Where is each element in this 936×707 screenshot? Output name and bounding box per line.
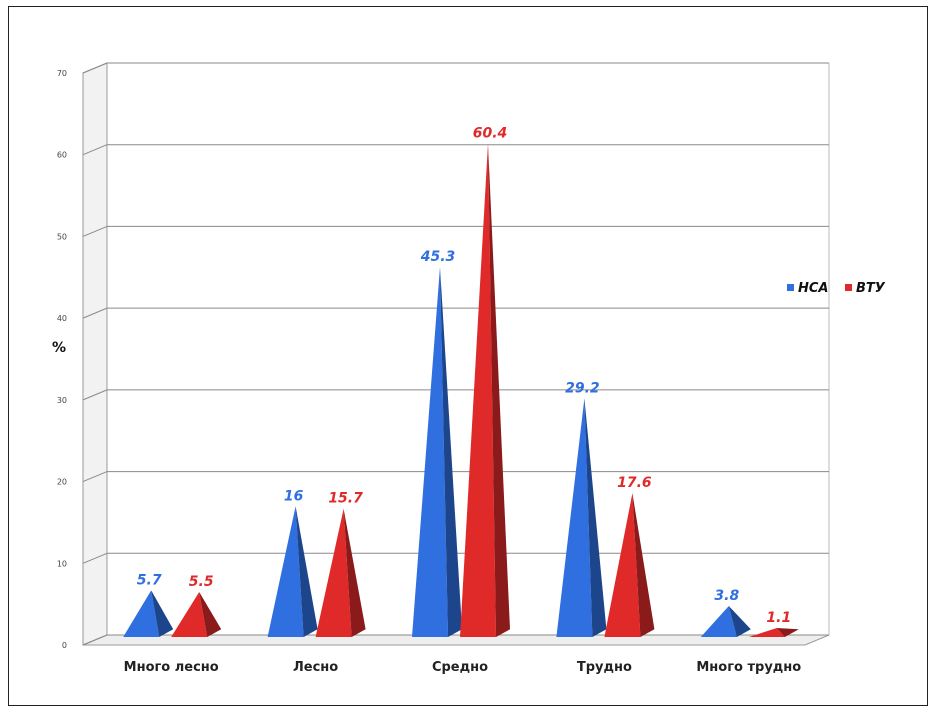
category-label: Трудно: [577, 660, 632, 675]
legend-label: ВТУ: [856, 281, 886, 296]
data-label: 3.8: [714, 588, 739, 604]
y-tick-label: 40: [57, 314, 67, 323]
y-tick-label: 60: [57, 151, 67, 160]
pyramid-вту-side: [343, 508, 366, 637]
legend-swatch: [787, 284, 794, 291]
pyramid-вту-face: [315, 508, 352, 637]
y-axis-label: %: [52, 340, 66, 356]
gridline-side: [82, 144, 108, 156]
y-tick-label: 20: [57, 478, 67, 487]
y-tick-label: 0: [62, 641, 67, 650]
chart-frame: 0 10 20 30 40 50 60 70% 5.7 5.5 Много лесно 16 15.7 Л…: [8, 6, 928, 706]
category-label: Много трудно: [696, 660, 801, 675]
pyramid-вту-side: [632, 493, 655, 637]
data-label: 17.6: [617, 475, 652, 491]
pyramid-вту-side: [488, 143, 510, 637]
data-label: 16: [284, 488, 304, 504]
data-label: 5.5: [189, 574, 214, 590]
pyramid-нса-face: [123, 590, 160, 637]
pyramid-нса-face: [267, 506, 304, 637]
y-tick-label: 50: [57, 232, 67, 241]
legend-label: НСА: [798, 281, 828, 296]
data-label: 5.7: [137, 572, 162, 588]
pyramid-вту-face: [604, 493, 641, 637]
pyramid-вту-side: [776, 628, 799, 637]
y-tick-label: 70: [57, 69, 67, 78]
pyramid-вту-face: [748, 628, 785, 637]
category-label: Много лесно: [124, 660, 219, 675]
data-label: 45.3: [420, 249, 456, 265]
pyramid-нса-face: [556, 398, 593, 637]
gridline-side: [82, 389, 108, 401]
gridline-side: [82, 225, 108, 237]
gridline-side: [82, 307, 108, 319]
pyramid-нса-side: [728, 605, 751, 637]
gridline-side: [82, 634, 108, 646]
y-tick-label: 10: [57, 559, 67, 568]
pyramid-вту-face: [171, 592, 208, 637]
pyramid-chart: 0 10 20 30 40 50 60 70% 5.7 5.5 Много лесно 16 15.7 Л…: [52, 62, 886, 675]
gridline-side: [82, 62, 108, 74]
data-label: 29.2: [565, 380, 600, 396]
pyramid-нса-side: [295, 506, 318, 637]
pyramid-нса-face: [412, 266, 448, 637]
data-label: 60.4: [473, 125, 508, 141]
category-label: Средно: [432, 660, 488, 675]
side-wall: [82, 62, 108, 646]
category-label: Лесно: [293, 660, 338, 675]
pyramid-нса-side: [151, 590, 174, 637]
data-label: 15.7: [328, 491, 363, 507]
pyramid-нса-face: [700, 605, 737, 637]
pyramid-вту-face: [460, 143, 496, 637]
pyramid-вту-side: [199, 592, 222, 637]
pyramid-нса-side: [440, 266, 462, 637]
data-label: 1.1: [766, 610, 791, 626]
gridline-side: [82, 471, 108, 483]
pyramid-нса-side: [584, 398, 607, 637]
gridline-side: [82, 552, 108, 564]
legend-swatch: [845, 284, 852, 291]
y-tick-label: 30: [57, 396, 67, 405]
